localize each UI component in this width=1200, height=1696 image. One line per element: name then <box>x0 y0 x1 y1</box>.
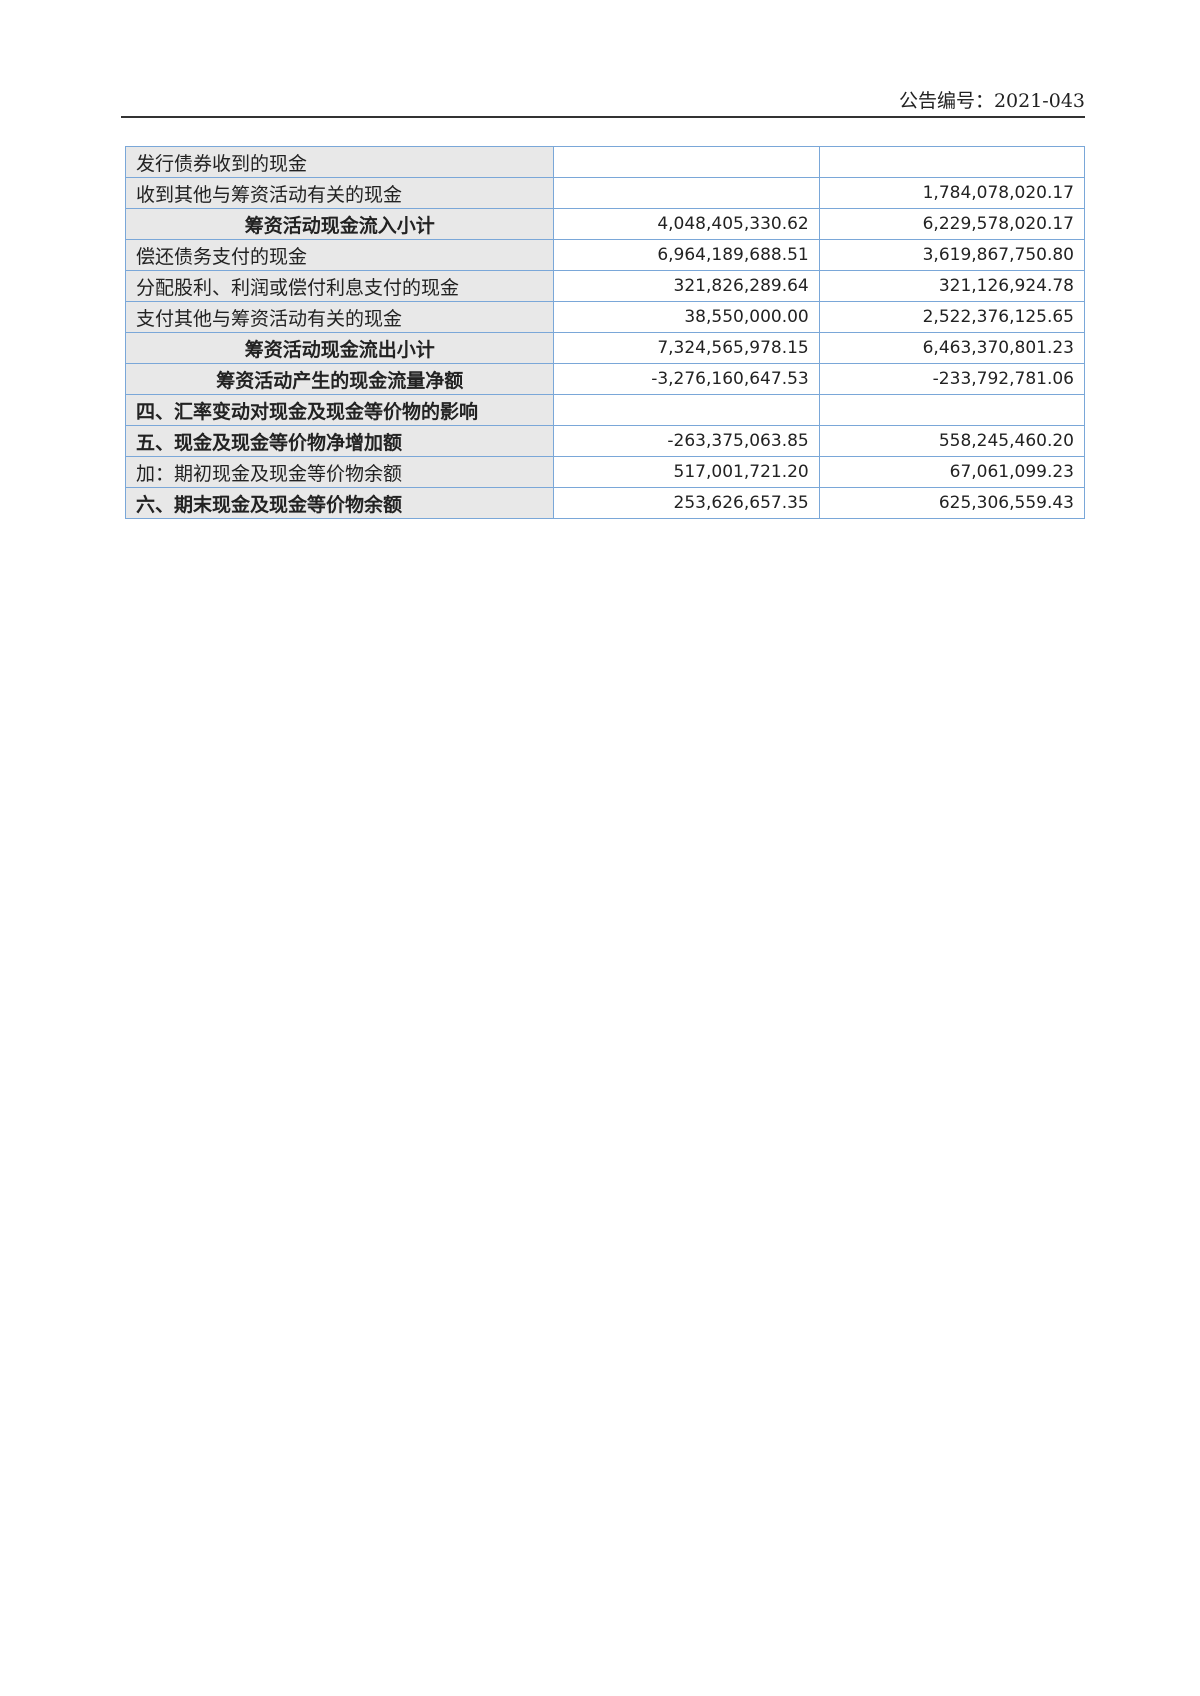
amount-cell: -233,792,781.06 <box>818 363 1086 395</box>
amount-cell <box>818 394 1086 426</box>
amount-cell <box>553 146 820 178</box>
amount-cell: 558,245,460.20 <box>818 425 1086 457</box>
amount-cell: 2,522,376,125.65 <box>818 301 1086 333</box>
row-label: 筹资活动现金流出小计 <box>124 332 555 364</box>
row-label: 偿还债务支付的现金 <box>124 239 555 271</box>
table-row: 筹资活动现金流出小计 7,324,565,978.15 6,463,370,801.… <box>124 332 1086 364</box>
table-row: 支付其他与筹资活动有关的现金 38,550,000.00 2,522,376,125… <box>124 301 1086 333</box>
row-label: 六、期末现金及现金等价物余额 <box>124 487 555 519</box>
table-row: 五、现金及现金等价物净增加额 -263,375,063.85 558,245,460… <box>124 425 1086 457</box>
amount-cell: 6,463,370,801.23 <box>818 332 1086 364</box>
cash-flow-table: 发行债券收到的现金 收到其他与筹资活动有关的现金 1,784,078,020.17 筹… <box>124 146 1086 519</box>
amount-cell <box>818 146 1086 178</box>
row-label: 五、现金及现金等价物净增加额 <box>124 425 555 457</box>
table-row: 发行债券收到的现金 <box>124 146 1086 178</box>
row-label: 筹资活动产生的现金流量净额 <box>124 363 555 395</box>
table-row: 收到其他与筹资活动有关的现金 1,784,078,020.17 <box>124 177 1086 209</box>
amount-cell: 321,826,289.64 <box>553 270 820 302</box>
row-label: 收到其他与筹资活动有关的现金 <box>124 177 555 209</box>
row-label: 筹资活动现金流入小计 <box>124 208 555 240</box>
amount-cell: 7,324,565,978.15 <box>553 332 820 364</box>
amount-cell: 67,061,099.23 <box>818 456 1086 488</box>
amount-cell: 6,964,189,688.51 <box>553 239 820 271</box>
amount-cell: -3,276,160,647.53 <box>553 363 820 395</box>
header-rule <box>121 116 1085 118</box>
table-row: 加：期初现金及现金等价物余额 517,001,721.20 67,061,099.2… <box>124 456 1086 488</box>
row-label: 加：期初现金及现金等价物余额 <box>124 456 555 488</box>
row-label: 分配股利、利润或偿付利息支付的现金 <box>124 270 555 302</box>
table-row: 筹资活动现金流入小计 4,048,405,330.62 6,229,578,020.… <box>124 208 1086 240</box>
amount-cell <box>553 177 820 209</box>
table-row: 分配股利、利润或偿付利息支付的现金 321,826,289.64 321,126,9… <box>124 270 1086 302</box>
amount-cell: -263,375,063.85 <box>553 425 820 457</box>
table-row: 四、汇率变动对现金及现金等价物的影响 <box>124 394 1086 426</box>
amount-cell: 625,306,559.43 <box>818 487 1086 519</box>
table-row: 筹资活动产生的现金流量净额 -3,276,160,647.53 -233,792,7… <box>124 363 1086 395</box>
table-row: 六、期末现金及现金等价物余额 253,626,657.35 625,306,559.… <box>124 487 1086 519</box>
amount-cell <box>553 394 820 426</box>
amount-cell: 253,626,657.35 <box>553 487 820 519</box>
amount-cell: 4,048,405,330.62 <box>553 208 820 240</box>
amount-cell: 6,229,578,020.17 <box>818 208 1086 240</box>
amount-cell: 517,001,721.20 <box>553 456 820 488</box>
amount-cell: 38,550,000.00 <box>553 301 820 333</box>
amount-cell: 3,619,867,750.80 <box>818 239 1086 271</box>
amount-cell: 321,126,924.78 <box>818 270 1086 302</box>
amount-cell: 1,784,078,020.17 <box>818 177 1086 209</box>
row-label: 支付其他与筹资活动有关的现金 <box>124 301 555 333</box>
row-label: 四、汇率变动对现金及现金等价物的影响 <box>124 394 555 426</box>
doc-number: 公告编号：2021-043 <box>898 90 1085 112</box>
row-label: 发行债券收到的现金 <box>124 146 555 178</box>
table-row: 偿还债务支付的现金 6,964,189,688.51 3,619,867,750.8… <box>124 239 1086 271</box>
